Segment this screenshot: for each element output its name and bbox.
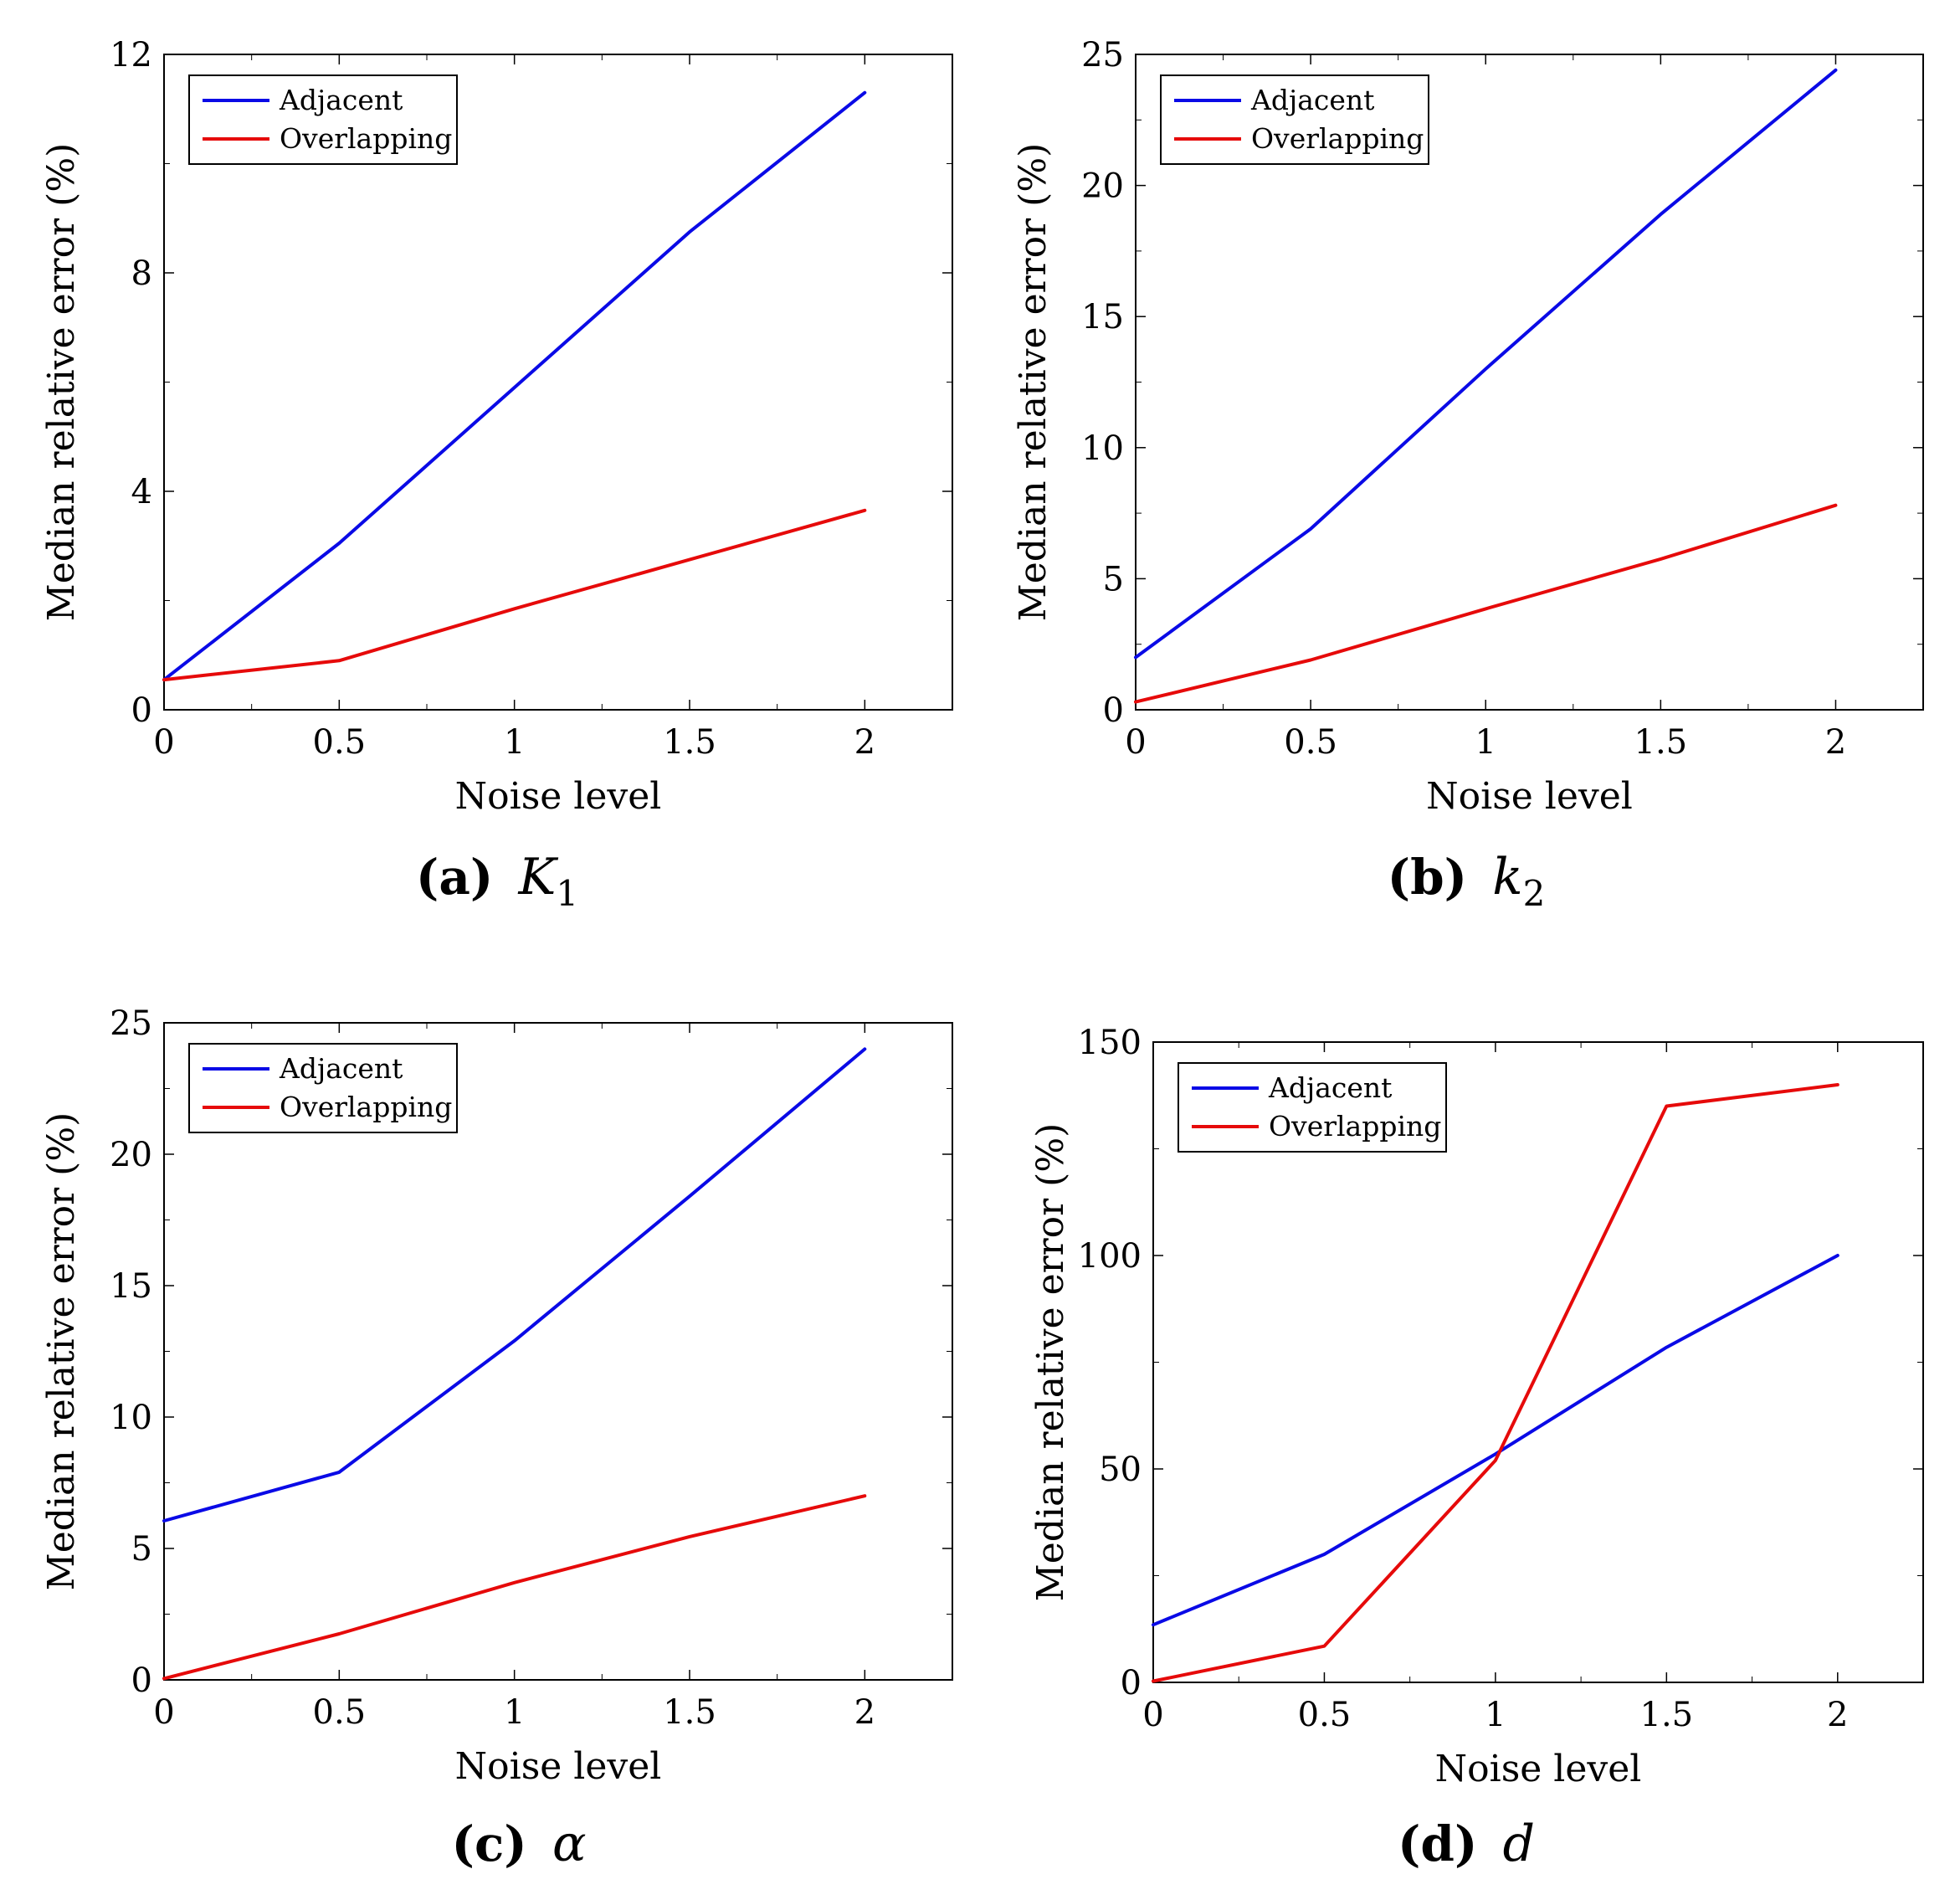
legend-box (188, 74, 458, 165)
caption-symbol: K (518, 848, 559, 906)
subfigure-caption: (a) K1 (416, 848, 578, 914)
legend-label-overlapping: Overlapping (280, 122, 452, 155)
legend-label-adjacent: Adjacent (1268, 1071, 1392, 1104)
caption-symbol: d (1503, 1815, 1535, 1873)
x-tick-label: 2 (1825, 723, 1846, 762)
x-tick-label: 1.5 (1634, 723, 1688, 762)
y-tick-label: 10 (110, 1399, 152, 1437)
legend-label-overlapping: Overlapping (280, 1091, 452, 1123)
y-tick-label: 100 (1078, 1237, 1142, 1276)
x-tick-label: 2 (854, 723, 875, 762)
x-tick-label: 0 (1142, 1696, 1163, 1734)
y-axis-label: Median relative error (%) (40, 1112, 83, 1591)
x-axis-label: Noise level (455, 1745, 662, 1788)
chart-panel-3: 0 0.5 1 1.5 2 0 50 100 150 Noise level Median rela… (1029, 1024, 1924, 1873)
legend: Adjacent Overlapping (1160, 74, 1429, 165)
series-line-adjacent (1152, 1254, 1839, 1627)
legend-box (1178, 1062, 1447, 1153)
y-tick-label: 25 (110, 1004, 152, 1043)
legend-label-adjacent: Adjacent (279, 1052, 403, 1085)
legend: Adjacent Overlapping (188, 74, 458, 165)
x-tick-label: 0.5 (313, 1693, 367, 1732)
y-tick-label: 0 (131, 691, 152, 730)
caption-tag: (d) (1398, 1815, 1495, 1872)
y-tick-label: 20 (1081, 167, 1124, 206)
y-tick-label: 10 (1081, 429, 1124, 468)
series-line-adjacent (1134, 68, 1838, 660)
x-axis-label: Noise level (1435, 1748, 1642, 1790)
y-tick-label: 15 (110, 1267, 152, 1306)
y-axis-label: Median relative error (%) (1029, 1123, 1072, 1602)
y-tick-label: 5 (1103, 560, 1124, 598)
x-tick-label: 0.5 (1298, 1696, 1352, 1734)
caption-subscript: 2 (1523, 873, 1546, 914)
x-tick-label: 0 (153, 723, 174, 762)
x-tick-label: 1 (1475, 723, 1496, 762)
x-tick-label: 1 (1485, 1696, 1506, 1734)
caption-tag: (a) (416, 849, 511, 906)
x-tick-label: 0 (1125, 723, 1146, 762)
x-tick-label: 0.5 (313, 723, 367, 762)
x-tick-label: 1.5 (663, 1693, 716, 1732)
legend: Adjacent Overlapping (1178, 1062, 1447, 1153)
x-tick-label: 1.5 (1640, 1696, 1694, 1734)
y-axis-label: Median relative error (%) (40, 143, 83, 622)
y-tick-label: 4 (131, 473, 152, 511)
series-line-overlapping (1152, 1083, 1839, 1683)
series-line-overlapping (162, 1494, 867, 1681)
y-tick-label: 12 (110, 36, 152, 74)
y-tick-label: 15 (1081, 298, 1124, 336)
series-line-overlapping (162, 508, 867, 682)
x-tick-label: 2 (854, 1693, 875, 1732)
x-tick-label: 1 (504, 1693, 525, 1732)
legend-label-adjacent: Adjacent (1250, 84, 1374, 116)
y-tick-label: 0 (1103, 691, 1124, 730)
y-tick-label: 8 (131, 254, 152, 293)
subfigure-caption: (b) k2 (1388, 848, 1546, 914)
caption-tag: (b) (1388, 849, 1485, 906)
legend-label-adjacent: Adjacent (279, 84, 403, 116)
series-line-adjacent (162, 1047, 867, 1523)
y-tick-label: 5 (131, 1530, 152, 1569)
x-tick-label: 2 (1827, 1696, 1848, 1734)
chart-panel-0: 0 0.5 1 1.5 2 0 4 8 12 Noise level Median relative… (40, 36, 953, 914)
series-line-adjacent (162, 90, 867, 682)
caption-symbol: k (1492, 848, 1522, 906)
legend-label-overlapping: Overlapping (1251, 122, 1424, 155)
y-tick-label: 0 (131, 1661, 152, 1700)
legend-label-overlapping: Overlapping (1269, 1110, 1441, 1143)
legend-box (188, 1043, 458, 1133)
caption-symbol: α (552, 1815, 587, 1873)
x-tick-label: 0.5 (1284, 723, 1337, 762)
legend-box (1160, 74, 1429, 165)
legend: Adjacent Overlapping (188, 1043, 458, 1133)
x-axis-label: Noise level (1426, 775, 1633, 818)
y-tick-label: 50 (1099, 1451, 1142, 1489)
x-tick-label: 1.5 (663, 723, 716, 762)
series-line-overlapping (1134, 503, 1838, 704)
x-axis-label: Noise level (455, 775, 662, 818)
x-tick-label: 1 (504, 723, 525, 762)
subfigure-caption: (d) d (1398, 1815, 1535, 1873)
x-tick-label: 0 (153, 1693, 174, 1732)
y-tick-label: 150 (1078, 1024, 1142, 1062)
caption-tag: (c) (452, 1815, 544, 1872)
caption-subscript: 1 (556, 873, 578, 914)
y-axis-label: Median relative error (%) (1012, 143, 1054, 622)
subfigure-caption: (c) α (452, 1815, 587, 1873)
y-tick-label: 0 (1121, 1664, 1142, 1702)
y-tick-label: 25 (1081, 36, 1124, 74)
y-tick-label: 20 (110, 1136, 152, 1174)
